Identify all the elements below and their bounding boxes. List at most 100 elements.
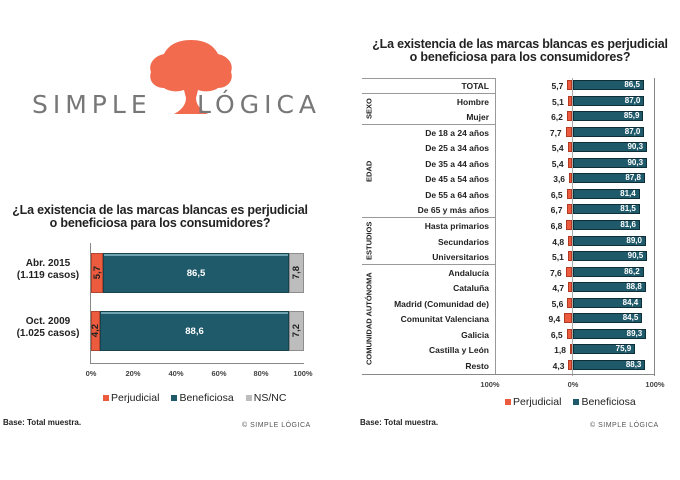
perjudicial-value: 4,7 [552,283,565,294]
row-label: Universitarios [432,252,489,263]
legend-label: NS/NC [253,392,287,404]
left-brand-watermark: © SIMPLE LÓGICA [242,422,311,429]
perjudicial-value: 4,3 [552,360,565,371]
bar-beneficiosa: 81,6 [573,219,640,230]
group-label-comunidad: COMUNIDAD AUTÓNOMA [364,272,374,366]
left-title-line2: o beneficiosa para los consumidores? [49,216,271,230]
perjudicial-value: 3,6 [553,174,566,185]
row-label: Madrid (Comunidad de) [394,298,489,309]
left-chart-legend: Perjudicial Beneficiosa NS/NC [103,392,286,404]
row-label: Hasta primarios [424,220,489,231]
legend-item-perjudicial: Perjudicial [103,392,159,404]
bar-beneficiosa: 90,5 [573,251,648,262]
value-label: 86,5 [186,267,206,279]
bar-perjudicial [565,126,572,137]
perjudicial-value: 5,6 [551,298,564,309]
value-label: 7,2 [291,324,302,338]
legend-swatch [103,395,109,401]
category-line2: (1.119 casos) [16,270,80,281]
legend-swatch [171,395,178,401]
bar-perjudicial [567,95,572,106]
bar-segment-perjudicial: 4,2 [90,311,101,351]
table-line [362,93,495,94]
group-label-sexo: SEXO [364,98,374,120]
category-line2: (1.025 casos) [16,328,80,339]
bar-beneficiosa: 89,0 [573,235,646,246]
legend-label: Perjudicial [111,392,160,404]
x-tick: 100% [293,369,313,378]
bar-segment-beneficiosa: 88,6 [100,311,289,351]
value-label: 7,8 [291,266,302,280]
x-axis [90,363,304,364]
row-label: De 55 a 64 años [425,189,489,200]
tree-icon [150,40,232,114]
bar-beneficiosa: 81,5 [573,204,640,215]
left-chart-title: ¿La existencia de las marcas blancas es … [10,204,310,230]
y-axis [90,243,91,363]
stacked-bar: 4,2 88,6 7,2 [90,311,304,351]
x-tick: 40% [168,369,184,378]
row-label: De 35 a 44 años [425,158,489,169]
perjudicial-value: 7,7 [549,127,562,138]
perjudicial-value: 6,5 [550,189,563,200]
group-label-edad: EDAD [364,160,374,182]
bar-perjudicial [568,359,572,370]
table-line [362,264,495,265]
left-title-line1: ¿La existencia de las marcas blancas es … [12,203,308,217]
row-label: Secundarios [437,236,489,247]
perjudicial-value: 5,1 [551,252,564,263]
left-category-label: Abr. 2015 (1.119 casos) [8,258,88,282]
row-label: Galicia [461,329,489,340]
bar-perjudicial [569,173,572,184]
legend-swatch [245,395,252,401]
x-tick: 80% [253,369,269,378]
legend-item-nsnc: NS/NC [245,392,287,404]
table-line [362,124,495,125]
right-axis [654,78,655,376]
right-title-line2: o beneficiosa para los consumidores? [409,50,631,64]
bar-beneficiosa: 87,8 [573,173,645,184]
x-tick: 100% [645,380,665,389]
bar-perjudicial [567,142,572,153]
row-label: De 65 y más años [417,205,489,216]
x-tick: 0% [567,380,579,389]
bar-perjudicial [566,111,572,122]
bar-perjudicial [568,235,572,246]
right-base-note: Base: Total muestra. [360,418,439,427]
bar-segment-perjudicial: 5,7 [91,253,103,293]
row-label: Resto [465,360,489,371]
bar-perjudicial [565,266,572,277]
bar-segment-beneficiosa: 86,5 [103,253,289,293]
left-chart-plot: 5,7 86,5 7,8 4,2 88,6 7,2 [90,243,304,364]
right-chart-legend: Perjudicial Beneficiosa [505,396,636,408]
bar-beneficiosa: 85,9 [573,111,644,122]
bar-perjudicial [570,344,572,355]
x-tick: 0% [85,369,97,378]
perjudicial-value: 6,8 [550,220,563,231]
row-label: Cataluña [453,283,489,294]
row-label: Castilla y León [429,345,489,356]
legend-label: Beneficiosa [581,396,636,408]
row-label: TOTAL [461,81,489,91]
bar-perjudicial [566,219,572,230]
bar-perjudicial [567,297,572,308]
perjudicial-value: 6,7 [550,205,563,216]
row-label: Mujer [466,112,489,123]
value-label: 4,2 [90,324,101,338]
perjudicial-value: 6,2 [551,112,563,123]
bar-beneficiosa: 81,4 [573,188,640,199]
table-divider [495,78,496,374]
perjudicial-value: 1,8 [554,345,566,356]
legend-item-beneficiosa: Beneficiosa [573,396,636,408]
category-line1: Oct. 2009 [25,316,71,327]
bar-perjudicial [567,251,572,262]
bar-segment-nsnc: 7,8 [289,253,304,293]
bar-beneficiosa: 87,0 [573,126,645,137]
legend-label: Beneficiosa [179,392,234,404]
table-line [362,78,495,79]
left-category-label: Oct. 2009 (1.025 casos) [8,316,88,340]
value-label: 5,7 [91,266,103,280]
bottom-axis [362,374,655,375]
bar-beneficiosa: 90,3 [573,142,648,153]
bar-perjudicial [568,282,572,293]
